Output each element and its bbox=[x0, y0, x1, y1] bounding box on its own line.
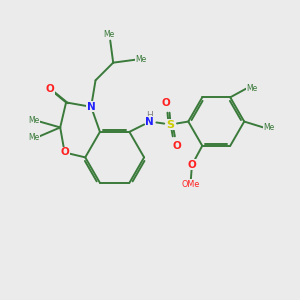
Text: Me: Me bbox=[136, 55, 147, 64]
Text: O: O bbox=[161, 98, 170, 108]
Text: O: O bbox=[60, 148, 69, 158]
Text: N: N bbox=[87, 102, 95, 112]
Text: O: O bbox=[46, 84, 54, 94]
Text: N: N bbox=[145, 117, 154, 127]
Text: Me: Me bbox=[29, 133, 40, 142]
Text: O: O bbox=[173, 141, 182, 151]
Text: Me: Me bbox=[247, 84, 258, 93]
Text: Me: Me bbox=[103, 30, 114, 39]
Text: S: S bbox=[167, 119, 175, 130]
Text: Me: Me bbox=[264, 123, 275, 132]
Text: Me: Me bbox=[29, 116, 40, 124]
Text: O: O bbox=[188, 160, 196, 170]
Text: H: H bbox=[146, 111, 153, 120]
Text: OMe: OMe bbox=[182, 180, 200, 189]
